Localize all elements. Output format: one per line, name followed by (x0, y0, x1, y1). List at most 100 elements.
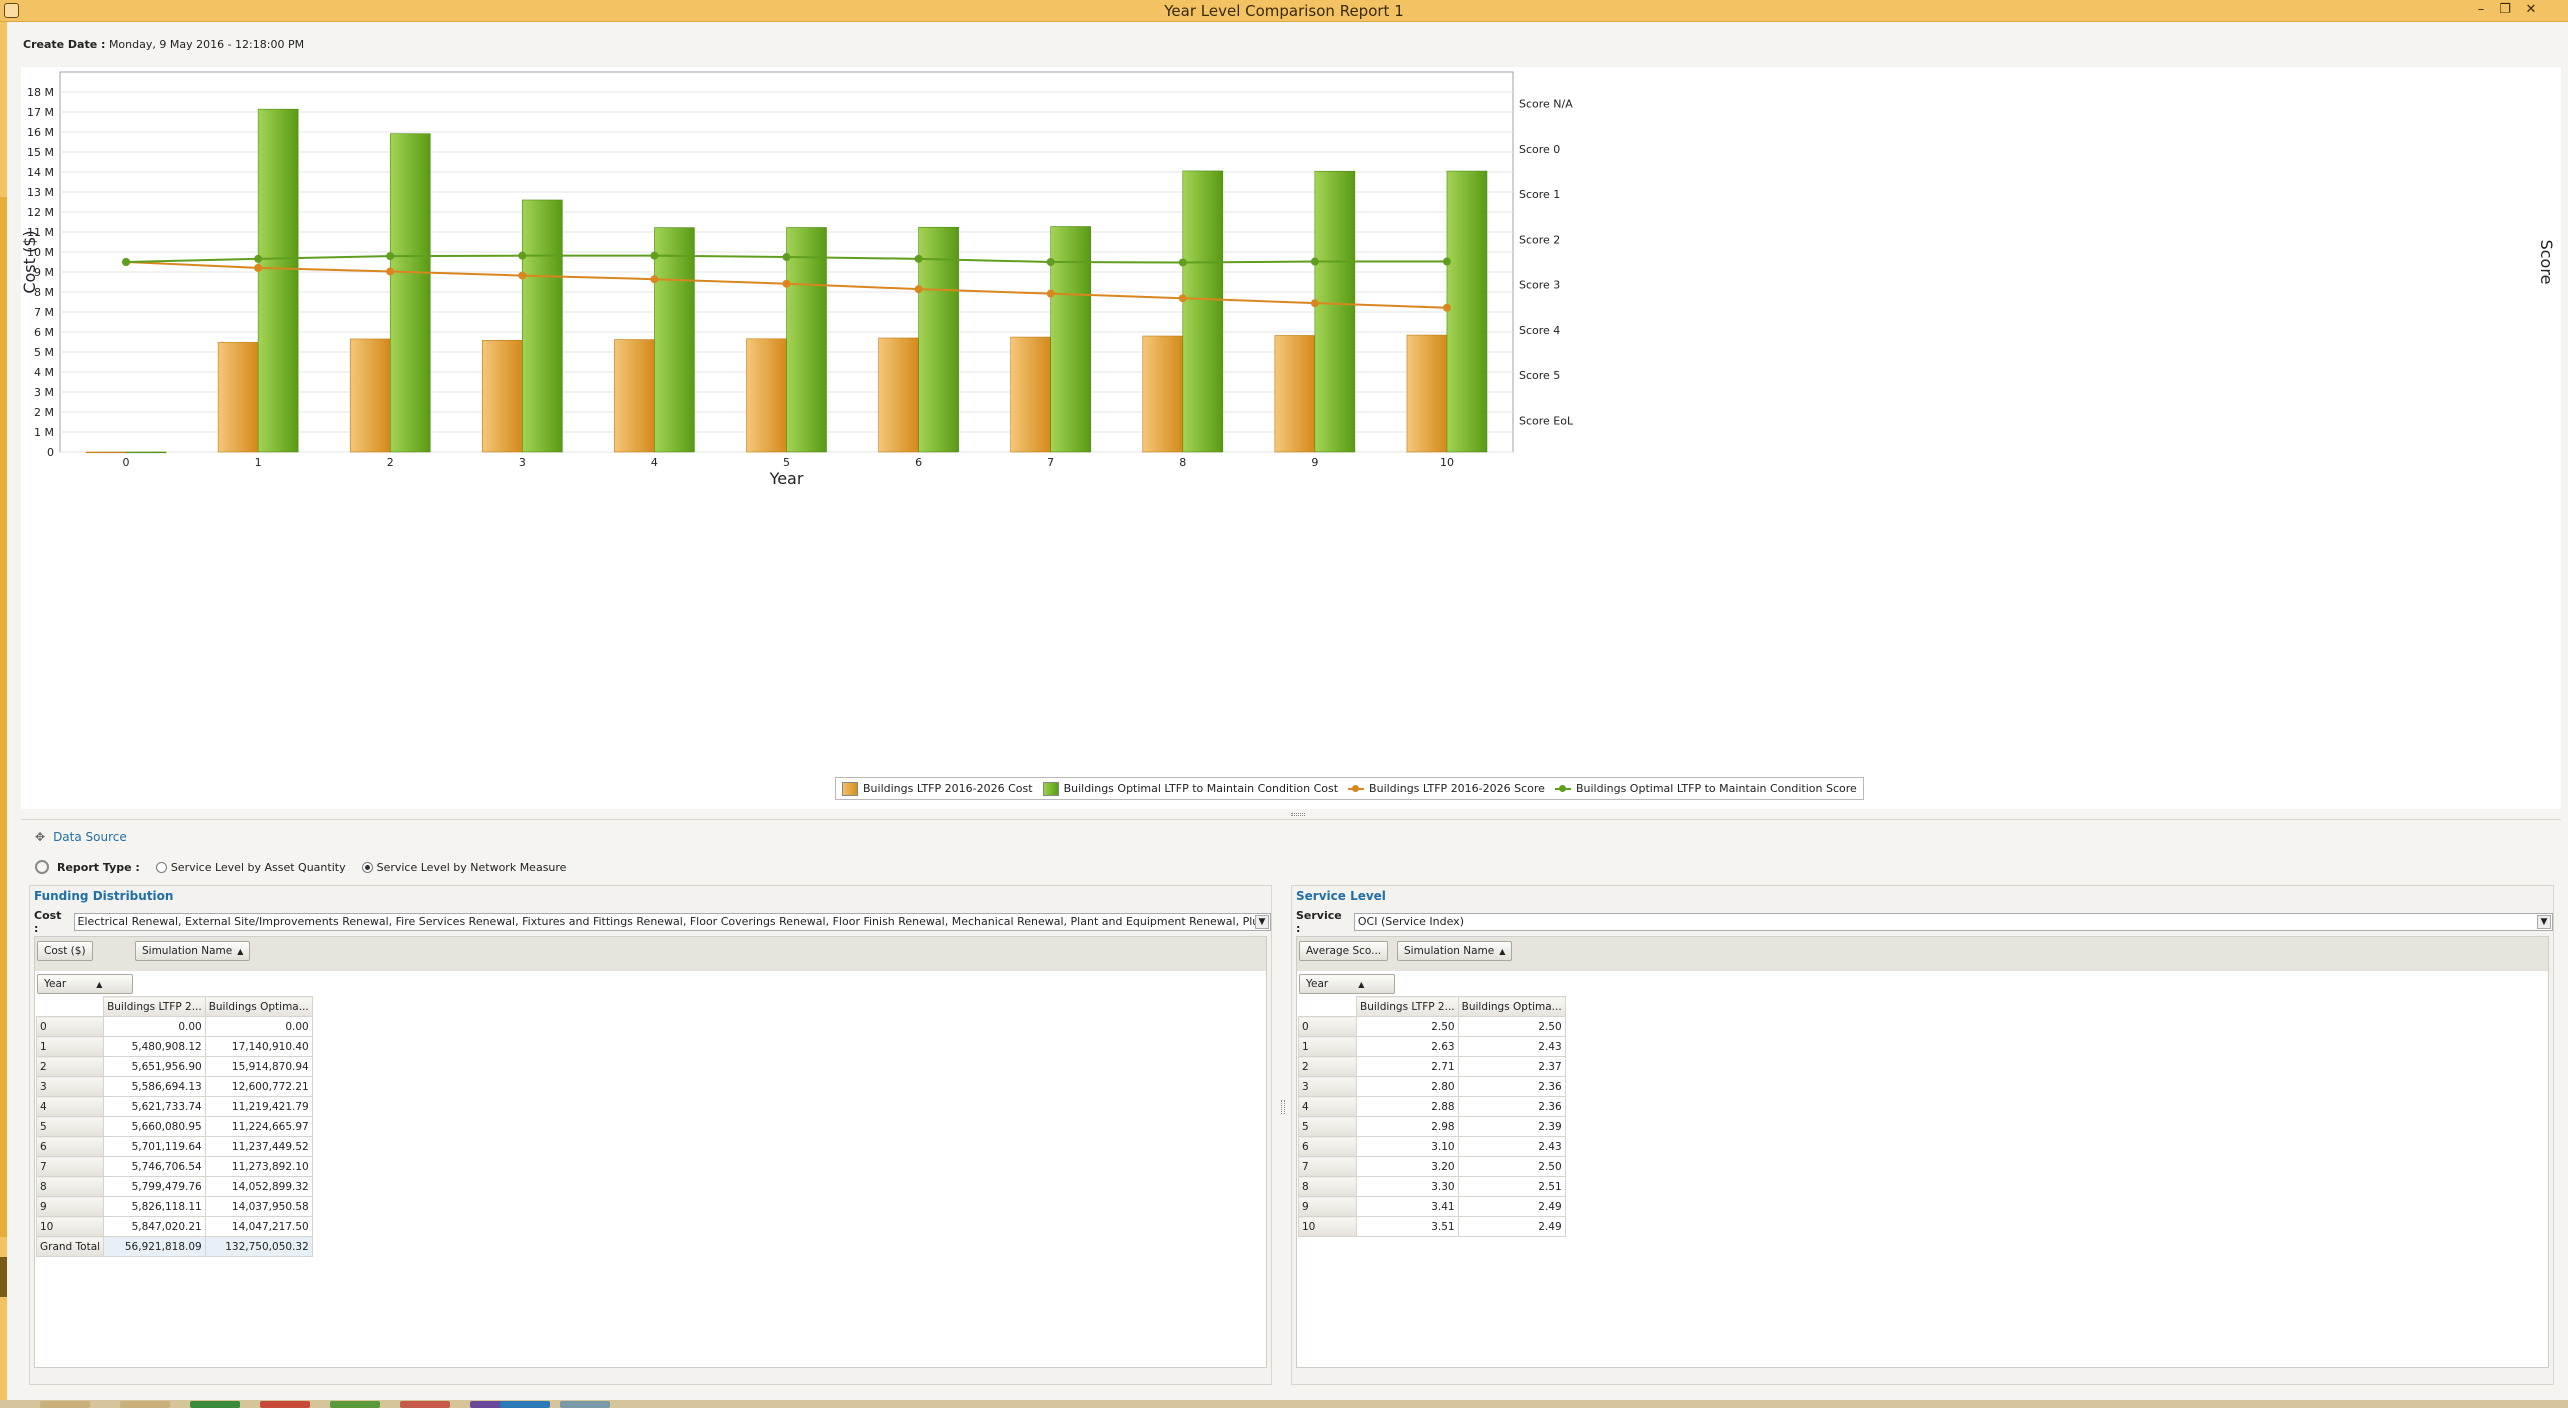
row-header[interactable]: 5 (35, 1116, 105, 1137)
average-score-field-button[interactable]: Average Sco... (1299, 941, 1389, 961)
taskbar-button[interactable] (260, 1401, 310, 1408)
row-header[interactable]: 6 (35, 1136, 105, 1157)
chevron-down-icon[interactable]: ▼ (1255, 915, 1269, 929)
table-cell: 0.00 (103, 1016, 206, 1037)
data-source-header[interactable]: ✥ Data Source (35, 830, 127, 844)
bar-ltfp-cost (217, 342, 259, 453)
service-select[interactable]: OCI (Service Index) ▼ (1353, 913, 2553, 931)
funding-distribution-panel: Funding Distribution Cost : Electrical R… (29, 885, 1272, 1385)
bar-optimal-cost (522, 199, 563, 453)
y-tick-label: 9 M (34, 266, 54, 279)
cost-select[interactable]: Electrical Renewal, External Site/Improv… (73, 913, 1271, 931)
x-tick-label: 3 (519, 456, 526, 469)
column-header[interactable]: Buildings Optima... (1457, 996, 1566, 1017)
x-tick-label: 4 (651, 456, 658, 469)
simulation-name-field-button[interactable]: Simulation Name ▲ (1397, 941, 1513, 961)
table-cell: 11,224,665.97 (204, 1116, 313, 1137)
row-header[interactable]: 2 (35, 1056, 105, 1077)
radio-asset-quantity[interactable]: Service Level by Asset Quantity (155, 861, 346, 874)
point-ltfp-score (1178, 294, 1187, 303)
row-header[interactable]: 10 (1298, 1216, 1357, 1237)
row-header[interactable]: 2 (1298, 1056, 1357, 1077)
service-pivot-grid: Average Sco... Simulation Name ▲ Year ▲ Bu… (1296, 936, 2549, 1368)
y-tick-label: 18 M (27, 86, 54, 99)
pin-icon[interactable]: ✥ (35, 830, 46, 844)
row-header[interactable]: 7 (1298, 1156, 1357, 1177)
grand-total-label: Grand Total (35, 1236, 105, 1257)
table-cell: 2.71 (1356, 1056, 1459, 1077)
row-header[interactable]: 8 (35, 1176, 105, 1197)
cost-data-field-button[interactable]: Cost ($) (37, 941, 93, 961)
table-cell: 5,480,908.12 (103, 1036, 206, 1057)
sort-ascending-icon: ▲ (96, 980, 103, 989)
row-header[interactable]: 4 (35, 1096, 105, 1117)
taskbar-button[interactable] (190, 1401, 240, 1408)
legend-swatch (1348, 782, 1365, 796)
row-header[interactable]: 7 (35, 1156, 105, 1177)
service-table: Buildings LTFP 2... Buildings Optima... 0 2… (1298, 996, 1566, 1237)
row-header[interactable]: 5 (1298, 1116, 1357, 1137)
radio-indicator[interactable] (155, 861, 167, 873)
splitter-grip[interactable] (1291, 813, 1305, 816)
close-icon[interactable]: ✕ (2525, 2, 2537, 17)
service-filter-row: Service : OCI (Service Index) ▼ (1296, 909, 2553, 935)
row-header[interactable]: 6 (1298, 1136, 1357, 1157)
point-ltfp-score (650, 275, 659, 284)
y-tick-label: 15 M (27, 146, 54, 159)
taskbar-button[interactable] (40, 1401, 90, 1408)
row-header[interactable]: 3 (35, 1076, 105, 1097)
table-cell: 5,746,706.54 (103, 1156, 206, 1177)
restore-icon[interactable]: ❐ (2499, 2, 2511, 17)
window-frame (0, 22, 7, 1400)
taskbar-button[interactable] (470, 1401, 520, 1408)
bar-optimal-cost (654, 227, 695, 453)
radio-indicator[interactable] (361, 861, 373, 873)
point-optimal-score (1046, 258, 1055, 266)
data-field-label: Cost ($) (44, 945, 86, 957)
app-icon[interactable] (4, 3, 19, 18)
y-tick-label: 7 M (34, 306, 54, 319)
row-header[interactable]: 1 (1298, 1036, 1357, 1057)
y-tick-label: 1 M (34, 426, 54, 439)
row-header[interactable]: 3 (1298, 1076, 1357, 1097)
row-header[interactable]: 9 (35, 1196, 105, 1217)
column-header[interactable]: Buildings Optima... (204, 996, 313, 1017)
taskbar-button[interactable] (330, 1401, 380, 1408)
taskbar-button[interactable] (400, 1401, 450, 1408)
y2-tick-label: Score 5 (1519, 369, 1560, 382)
chevron-down-icon[interactable]: ▼ (2537, 915, 2551, 929)
bar-ltfp-cost (1010, 336, 1051, 453)
radio-network-measure[interactable]: Service Level by Network Measure (361, 861, 566, 874)
row-header[interactable]: 0 (1298, 1016, 1357, 1037)
table-row: 6 3.10 2.43 (1298, 1136, 1566, 1157)
minimize-icon[interactable]: – (2477, 2, 2485, 17)
vertical-splitter-grip[interactable] (1281, 1100, 1285, 1114)
point-optimal-score (122, 258, 131, 266)
table-row: 4 2.88 2.36 (1298, 1096, 1566, 1117)
year-row-field-button[interactable]: Year ▲ (37, 974, 133, 994)
taskbar-button[interactable] (500, 1401, 550, 1408)
bar-optimal-cost (918, 226, 959, 453)
sort-ascending-icon: ▲ (1358, 980, 1365, 989)
table-cell: 2.63 (1356, 1036, 1459, 1057)
simulation-name-field-button[interactable]: Simulation Name ▲ (135, 941, 251, 961)
column-header[interactable]: Buildings LTFP 2... (1356, 996, 1459, 1017)
taskbar-button[interactable] (120, 1401, 170, 1408)
column-header[interactable]: Buildings LTFP 2... (103, 996, 206, 1017)
row-header[interactable]: 4 (1298, 1096, 1357, 1117)
data-source-panel: ✥ Data Source Report Type : Service Leve… (21, 819, 2561, 1397)
y-tick-label: 5 M (34, 346, 54, 359)
taskbar-button[interactable] (560, 1401, 610, 1408)
table-cell: 5,586,694.13 (103, 1076, 206, 1097)
y-tick-label: 4 M (34, 366, 54, 379)
row-header[interactable]: 0 (35, 1016, 105, 1037)
row-header[interactable]: 8 (1298, 1176, 1357, 1197)
row-header[interactable]: 10 (35, 1216, 105, 1237)
point-ltfp-score (1442, 303, 1451, 312)
x-tick-label: 8 (1179, 456, 1186, 469)
horizontal-splitter[interactable] (21, 812, 2561, 818)
row-header[interactable]: 1 (35, 1036, 105, 1057)
legend-label: Buildings Optimal LTFP to Maintain Condi… (1575, 782, 1857, 795)
row-header[interactable]: 9 (1298, 1196, 1357, 1217)
year-row-field-button[interactable]: Year ▲ (1299, 974, 1395, 994)
